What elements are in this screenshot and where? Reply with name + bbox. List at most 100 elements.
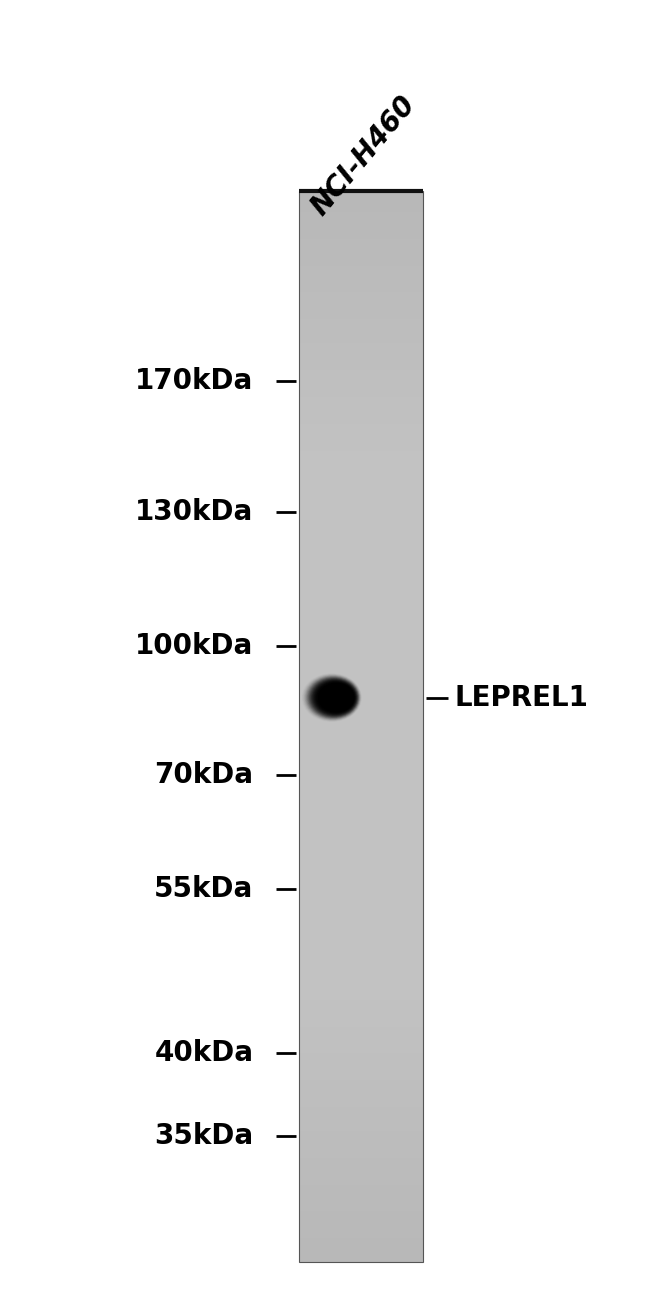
Bar (299, 901, 422, 903)
Bar (299, 1022, 422, 1024)
Bar (299, 922, 422, 924)
Bar (299, 705, 422, 707)
Bar (299, 314, 422, 317)
Ellipse shape (309, 679, 358, 717)
Bar (299, 1010, 422, 1014)
Bar (299, 598, 422, 601)
Bar (299, 217, 422, 220)
Bar (299, 627, 422, 630)
Bar (299, 274, 422, 276)
Bar (299, 454, 422, 456)
Text: 35kDa: 35kDa (155, 1122, 254, 1149)
Bar (299, 857, 422, 860)
Ellipse shape (308, 677, 359, 718)
Bar (299, 1097, 422, 1099)
Bar (299, 1185, 422, 1187)
Ellipse shape (325, 688, 351, 707)
Bar (299, 429, 422, 431)
Bar (299, 1128, 422, 1131)
Bar (299, 1136, 422, 1139)
Bar (299, 579, 422, 581)
Bar (299, 1061, 422, 1064)
Bar (299, 558, 422, 560)
Bar (299, 909, 422, 911)
Bar (299, 914, 422, 917)
Bar (299, 234, 422, 237)
Bar (299, 225, 422, 229)
Bar (299, 346, 422, 348)
Bar (299, 976, 422, 978)
Bar (299, 573, 422, 576)
Bar (299, 1260, 422, 1262)
Bar (299, 204, 422, 206)
Text: NCI-H460: NCI-H460 (306, 91, 421, 221)
Bar (299, 1086, 422, 1089)
Bar (299, 509, 422, 513)
Bar (299, 738, 422, 740)
Ellipse shape (315, 681, 356, 714)
Bar (299, 1105, 422, 1107)
Ellipse shape (327, 688, 350, 707)
Bar (299, 381, 422, 384)
Bar (299, 258, 422, 260)
Bar (299, 630, 422, 633)
Bar (299, 924, 422, 927)
Bar (299, 299, 422, 301)
Bar (299, 354, 422, 356)
Bar (299, 309, 422, 312)
Bar (299, 1224, 422, 1228)
Bar (299, 1241, 422, 1244)
Bar (299, 585, 422, 588)
Bar (299, 335, 422, 338)
Bar (299, 617, 422, 619)
Ellipse shape (337, 694, 345, 701)
Ellipse shape (306, 676, 360, 719)
Bar (299, 1193, 422, 1195)
Bar (299, 1027, 422, 1030)
Bar (299, 1094, 422, 1097)
Bar (299, 903, 422, 906)
Bar (299, 700, 422, 702)
Bar (299, 676, 422, 679)
Bar (299, 1134, 422, 1136)
Bar (299, 965, 422, 968)
Bar (299, 1120, 422, 1123)
Bar (299, 805, 422, 807)
Bar (299, 1198, 422, 1201)
Bar (299, 723, 422, 726)
Bar (299, 885, 422, 888)
Bar (299, 348, 422, 351)
Bar (299, 475, 422, 477)
Ellipse shape (326, 688, 350, 707)
Bar (299, 818, 422, 821)
Bar (299, 1147, 422, 1149)
Bar (299, 1208, 422, 1211)
Bar (299, 646, 422, 648)
Bar (299, 917, 422, 919)
Bar (299, 625, 422, 627)
Bar (299, 1255, 422, 1257)
Ellipse shape (322, 685, 352, 710)
Bar (299, 1089, 422, 1091)
Ellipse shape (337, 694, 345, 701)
Bar (299, 1141, 422, 1144)
Bar (299, 767, 422, 769)
Bar (299, 351, 422, 354)
Bar (299, 831, 422, 834)
Bar (299, 292, 422, 295)
Bar (299, 807, 422, 810)
Bar (299, 997, 422, 999)
Bar (299, 1247, 422, 1249)
Bar (299, 726, 422, 730)
Bar (299, 702, 422, 705)
Bar (299, 1214, 422, 1216)
Bar (299, 759, 422, 761)
Bar (299, 1082, 422, 1086)
Bar (299, 643, 422, 646)
Bar (299, 1211, 422, 1214)
Bar (299, 237, 422, 239)
Bar (299, 333, 422, 335)
Bar (299, 896, 422, 898)
Bar (299, 341, 422, 343)
Bar (299, 477, 422, 480)
